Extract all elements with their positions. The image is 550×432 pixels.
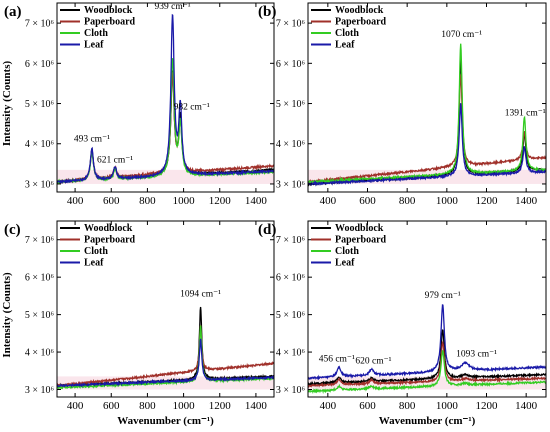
y-axis-title: Intensity (Counts) xyxy=(1,61,13,147)
legend-label-woodblock: Woodblock xyxy=(335,5,384,16)
chart-panel: 400 600 800 1000 1200 1400 3 × 10⁶ 4 × 10⁶ 5 × 1… xyxy=(258,2,547,207)
y-tick-label: 4 × 10⁶ xyxy=(25,348,55,359)
y-tick-label: 5 × 10⁶ xyxy=(25,310,55,321)
legend-label-woodblock: Woodblock xyxy=(335,223,384,234)
x-tick-label: 1000 xyxy=(173,400,196,412)
x-tick-label: 800 xyxy=(139,400,156,412)
series-line-woodblock xyxy=(307,329,547,387)
peak-annotation: 493 cm⁻¹ xyxy=(74,135,110,145)
peak-annotation: 456 cm⁻¹ xyxy=(319,354,355,364)
peak-annotation: 982 cm⁻¹ xyxy=(174,103,210,113)
y-tick-label: 3 × 10⁶ xyxy=(25,179,55,190)
y-tick-label: 6 × 10⁶ xyxy=(276,59,306,70)
peak-annotation: 621 cm⁻¹ xyxy=(97,156,133,166)
x-tick-label: 1000 xyxy=(173,195,196,207)
peak-annotation: 1070 cm⁻¹ xyxy=(441,30,482,40)
y-tick-label: 6 × 10⁶ xyxy=(25,59,55,70)
x-tick-label: 800 xyxy=(399,195,416,207)
x-tick-label: 1400 xyxy=(515,195,538,207)
y-tick-label: 7 × 10⁶ xyxy=(276,235,306,246)
x-axis-title: Wavenumber (cm⁻¹) xyxy=(379,415,476,427)
chart-panel: 400 600 800 1000 1200 1400 3 × 10⁶ 4 × 10⁶ 5 × 1… xyxy=(1,220,275,427)
y-tick-label: 3 × 10⁶ xyxy=(276,179,306,190)
series-line-woodblock xyxy=(307,57,547,187)
y-tick-label: 7 × 10⁶ xyxy=(25,19,55,30)
plot-frame xyxy=(307,220,547,398)
legend-label-leaf: Leaf xyxy=(84,40,104,51)
legend-label-paperboard: Paperboard xyxy=(84,235,136,246)
peak-annotation: 620 cm⁻¹ xyxy=(355,356,391,366)
x-tick-label: 600 xyxy=(359,195,376,207)
plot-frame xyxy=(56,220,275,398)
peak-annotation: 1093 cm⁻¹ xyxy=(456,350,497,360)
x-axis-title: Wavenumber (cm⁻¹) xyxy=(117,415,214,427)
x-tick-label: 600 xyxy=(359,400,376,412)
chart-panel: 400 600 800 1000 1200 1400 3 × 10⁶ 4 × 10⁶ 5 × 1… xyxy=(258,220,547,427)
x-tick-label: 400 xyxy=(67,400,84,412)
legend-label-cloth: Cloth xyxy=(84,28,108,39)
series-line-leaf xyxy=(56,13,275,185)
x-tick-label: 1200 xyxy=(476,400,499,412)
y-tick-label: 6 × 10⁶ xyxy=(25,273,55,284)
x-tick-label: 400 xyxy=(320,400,337,412)
y-axis-title: Intensity (Counts) xyxy=(1,272,13,358)
series-line-leaf xyxy=(56,338,275,388)
panel-label: (d) xyxy=(258,222,276,238)
panel-label: (b) xyxy=(258,4,276,20)
x-tick-label: 1400 xyxy=(515,400,538,412)
peak-annotation: 939 cm⁻¹ xyxy=(155,2,191,12)
peak-annotation: 1094 cm⁻¹ xyxy=(180,290,221,300)
y-tick-label: 5 × 10⁶ xyxy=(25,99,55,110)
x-tick-label: 1400 xyxy=(245,400,268,412)
y-tick-label: 3 × 10⁶ xyxy=(276,385,306,396)
series-line-cloth xyxy=(307,349,547,395)
y-tick-label: 7 × 10⁶ xyxy=(25,235,55,246)
legend-label-paperboard: Paperboard xyxy=(335,235,387,246)
legend-label-leaf: Leaf xyxy=(335,258,355,269)
panel-label: (a) xyxy=(4,4,22,20)
panel-label: (c) xyxy=(4,222,21,238)
x-tick-label: 800 xyxy=(139,195,156,207)
series-line-cloth xyxy=(307,43,547,184)
plot-frame xyxy=(56,2,275,193)
legend-label-woodblock: Woodblock xyxy=(84,5,133,16)
y-tick-label: 5 × 10⁶ xyxy=(276,99,306,110)
legend-label-paperboard: Paperboard xyxy=(84,17,136,28)
x-tick-label: 800 xyxy=(399,400,416,412)
x-tick-label: 1000 xyxy=(436,195,459,207)
plot-frame xyxy=(307,2,547,193)
x-tick-label: 600 xyxy=(103,195,120,207)
series-line-leaf xyxy=(307,103,547,187)
x-tick-label: 400 xyxy=(67,195,84,207)
legend-label-cloth: Cloth xyxy=(335,28,359,39)
series-line-paperboard xyxy=(56,325,275,388)
legend-label-cloth: Cloth xyxy=(335,246,359,257)
x-tick-label: 1400 xyxy=(245,195,268,207)
x-tick-label: 1200 xyxy=(209,195,232,207)
series-line-paperboard xyxy=(307,74,547,185)
chart-panel: 400 600 800 1000 1200 1400 3 × 10⁶ 4 × 10⁶ 5 × 1… xyxy=(1,2,275,207)
y-tick-label: 6 × 10⁶ xyxy=(276,273,306,284)
legend-label-leaf: Leaf xyxy=(84,258,104,269)
x-tick-label: 400 xyxy=(320,195,337,207)
series-line-leaf xyxy=(308,304,547,381)
y-tick-label: 4 × 10⁶ xyxy=(276,348,306,359)
legend-label-cloth: Cloth xyxy=(84,246,108,257)
x-tick-label: 1000 xyxy=(436,400,459,412)
legend-label-woodblock: Woodblock xyxy=(84,223,133,234)
y-tick-label: 5 × 10⁶ xyxy=(276,310,306,321)
y-tick-label: 4 × 10⁶ xyxy=(276,139,306,150)
x-tick-label: 600 xyxy=(103,400,120,412)
x-tick-label: 1200 xyxy=(476,195,499,207)
x-tick-label: 1200 xyxy=(209,400,232,412)
peak-annotation: 1391 cm⁻¹ xyxy=(505,109,546,119)
peak-annotation: 979 cm⁻¹ xyxy=(425,291,461,301)
legend-label-paperboard: Paperboard xyxy=(335,17,387,28)
series-line-paperboard xyxy=(307,340,547,388)
legend-label-leaf: Leaf xyxy=(335,40,355,51)
y-tick-label: 7 × 10⁶ xyxy=(276,19,306,30)
y-tick-label: 4 × 10⁶ xyxy=(25,139,55,150)
y-tick-label: 3 × 10⁶ xyxy=(25,385,55,396)
